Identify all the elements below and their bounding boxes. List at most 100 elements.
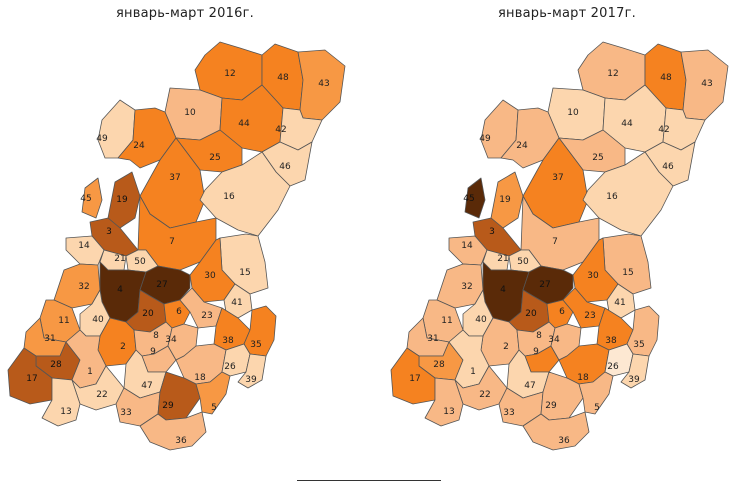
region-label-34: 34 (165, 335, 177, 345)
region-label-47: 47 (141, 381, 152, 391)
region-39 (237, 353, 267, 389)
region-label-46: 46 (279, 162, 291, 172)
region-label-26: 26 (607, 362, 619, 372)
map-title-right: январь-март 2017г. (498, 6, 636, 21)
region-label-11: 11 (58, 316, 69, 326)
region-label-6: 6 (176, 307, 182, 317)
region-label-2: 2 (120, 342, 126, 352)
region-13 (41, 377, 81, 427)
region-23 (562, 287, 606, 329)
region-label-28: 28 (433, 360, 445, 370)
region-label-25: 25 (209, 153, 220, 163)
region-label-31: 31 (44, 334, 55, 344)
region-label-39: 39 (628, 375, 640, 385)
region-label-24: 24 (133, 141, 145, 151)
bottom-divider (297, 480, 441, 481)
region-label-23: 23 (201, 311, 212, 321)
region-label-20: 20 (525, 309, 537, 319)
region-label-5: 5 (594, 403, 600, 413)
region-label-30: 30 (204, 271, 216, 281)
region-label-7: 7 (169, 237, 175, 247)
region-label-50: 50 (134, 257, 146, 267)
region-label-44: 44 (621, 119, 633, 129)
region-label-22: 22 (479, 390, 490, 400)
region-label-34: 34 (548, 335, 560, 345)
region-label-48: 48 (660, 73, 672, 83)
region-label-1: 1 (87, 367, 93, 377)
region-label-36: 36 (175, 436, 187, 446)
region-label-7: 7 (552, 237, 558, 247)
region-label-4: 4 (117, 285, 123, 295)
region-label-40: 40 (475, 315, 487, 325)
region-label-9: 9 (533, 347, 539, 357)
region-label-6: 6 (559, 307, 565, 317)
region-label-12: 12 (224, 69, 235, 79)
region-23 (179, 287, 223, 329)
region-label-15: 15 (622, 268, 633, 278)
region-label-35: 35 (250, 340, 261, 350)
region-label-17: 17 (26, 374, 37, 384)
region-36 (522, 411, 590, 451)
region-label-43: 43 (701, 79, 712, 89)
region-label-3: 3 (106, 227, 112, 237)
region-label-46: 46 (662, 162, 674, 172)
region-label-17: 17 (409, 374, 420, 384)
region-label-32: 32 (78, 282, 89, 292)
region-label-13: 13 (443, 407, 454, 417)
region-label-38: 38 (222, 336, 234, 346)
region-label-29: 29 (162, 401, 174, 411)
region-label-25: 25 (592, 153, 603, 163)
region-25 (558, 129, 626, 173)
region-label-28: 28 (50, 360, 62, 370)
region-label-24: 24 (516, 141, 528, 151)
region-label-16: 16 (606, 192, 618, 202)
region-label-9: 9 (150, 347, 156, 357)
region-16 (199, 151, 291, 237)
region-label-11: 11 (441, 316, 452, 326)
region-label-44: 44 (238, 119, 250, 129)
region-label-33: 33 (503, 408, 514, 418)
region-label-33: 33 (120, 408, 131, 418)
region-label-31: 31 (427, 334, 438, 344)
region-label-45: 45 (80, 194, 91, 204)
region-label-14: 14 (78, 241, 90, 251)
region-label-13: 13 (60, 407, 71, 417)
region-label-38: 38 (605, 336, 617, 346)
region-label-41: 41 (231, 298, 242, 308)
region-label-37: 37 (552, 173, 563, 183)
region-label-40: 40 (92, 315, 104, 325)
region-label-10: 10 (184, 108, 196, 118)
region-label-49: 49 (479, 134, 491, 144)
region-label-47: 47 (524, 381, 535, 391)
region-label-35: 35 (633, 340, 644, 350)
region-label-42: 42 (275, 125, 286, 135)
map-title-left: январь-март 2016г. (116, 6, 254, 21)
region-label-23: 23 (584, 311, 595, 321)
region-label-8: 8 (536, 331, 542, 341)
region-label-21: 21 (497, 254, 508, 264)
region-label-22: 22 (96, 390, 107, 400)
region-45 (464, 177, 486, 219)
region-24 (117, 107, 177, 169)
region-39 (620, 353, 650, 389)
region-label-43: 43 (318, 79, 329, 89)
region-label-48: 48 (277, 73, 289, 83)
region-label-29: 29 (545, 401, 557, 411)
region-label-27: 27 (539, 280, 550, 290)
region-label-37: 37 (169, 173, 180, 183)
region-5 (578, 371, 614, 415)
region-label-32: 32 (461, 282, 472, 292)
region-label-14: 14 (461, 241, 473, 251)
region-16 (582, 151, 674, 237)
region-25 (175, 129, 243, 173)
region-label-50: 50 (517, 257, 529, 267)
region-label-18: 18 (577, 373, 589, 383)
region-label-8: 8 (153, 331, 159, 341)
region-45 (81, 177, 103, 219)
region-label-26: 26 (224, 362, 236, 372)
region-label-16: 16 (223, 192, 235, 202)
region-label-21: 21 (114, 254, 125, 264)
